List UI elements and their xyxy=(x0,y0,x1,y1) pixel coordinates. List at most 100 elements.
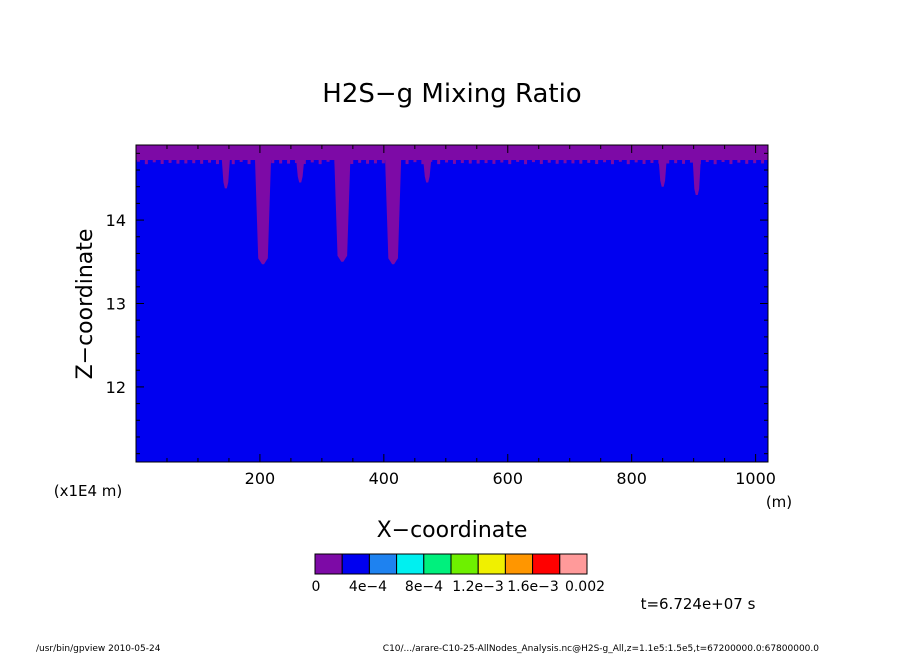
intrusion xyxy=(423,160,432,183)
band-edge xyxy=(524,160,528,165)
colorbar-swatch xyxy=(532,553,561,575)
band-edge xyxy=(208,160,212,163)
band-edge xyxy=(571,160,575,164)
band-edge xyxy=(539,160,543,165)
band-edge xyxy=(563,160,567,164)
colorbar-swatch xyxy=(314,553,343,575)
colorbar-label: 0.002 xyxy=(565,579,605,595)
x-axis-label: X−coordinate xyxy=(377,518,528,543)
band-edge xyxy=(287,160,291,164)
top-band xyxy=(136,145,768,161)
x-axis-ticks: 200 400 600 800 1000 xyxy=(166,145,776,488)
band-edge xyxy=(753,160,757,164)
band-edge xyxy=(279,160,283,164)
band-edge xyxy=(689,160,693,163)
intrusion xyxy=(221,160,230,189)
x-tick-label: 800 xyxy=(616,469,647,488)
band-edge xyxy=(176,160,180,164)
colorbar-swatch xyxy=(477,553,506,575)
band-edge xyxy=(721,160,725,163)
x-tick-label: 600 xyxy=(492,469,523,488)
band-edge xyxy=(271,160,275,164)
band-edge xyxy=(405,160,409,165)
band-edge xyxy=(200,160,204,164)
intrusion xyxy=(658,160,667,187)
x-axis-unit: (m) xyxy=(766,493,792,511)
band-edge xyxy=(350,160,354,165)
band-edge xyxy=(579,160,583,164)
band-edge xyxy=(603,160,607,163)
band-edge xyxy=(713,160,717,165)
band-edge xyxy=(460,160,464,164)
footer-left: /usr/bin/gpview 2010-05-24 xyxy=(36,644,161,654)
intrusion xyxy=(296,160,305,183)
band-edge xyxy=(705,160,709,162)
y-tick-label: 12 xyxy=(106,378,126,397)
band-edge xyxy=(666,160,670,164)
band-edge xyxy=(547,160,551,163)
band-edge xyxy=(366,160,370,164)
intrusion xyxy=(385,160,402,265)
y-tick-label: 13 xyxy=(106,295,126,314)
band-edge xyxy=(618,160,622,162)
band-edge xyxy=(136,160,140,162)
band-edge xyxy=(445,160,449,163)
band-edge xyxy=(634,160,638,163)
band-edge xyxy=(358,160,362,163)
band-edge xyxy=(215,160,219,165)
plot-background xyxy=(136,145,768,462)
band-edge xyxy=(595,160,599,165)
colorbar-swatch xyxy=(450,553,479,575)
band-edge xyxy=(437,160,441,165)
footer-right: C10/.../arare-C10-25-AllNodes_Analysis.n… xyxy=(383,644,819,654)
band-edge xyxy=(555,160,559,164)
band-edge xyxy=(310,160,314,163)
x-tick-label: 1000 xyxy=(735,469,776,488)
band-edge xyxy=(682,160,686,164)
colorbar: 0 4e−4 8e−4 1.2e−3 1.6e−3 0.002 xyxy=(312,553,605,595)
band-edge xyxy=(484,160,488,164)
plot-area: 200 400 600 800 1000 12 13 14 xyxy=(106,144,776,488)
band-edge xyxy=(531,160,535,163)
band-edge xyxy=(492,160,496,164)
band-edge xyxy=(476,160,480,164)
band-edge xyxy=(737,160,741,163)
colorbar-label: 8e−4 xyxy=(405,579,443,595)
band-edge xyxy=(421,160,425,165)
band-edge xyxy=(326,160,330,162)
band-edge xyxy=(674,160,678,164)
band-edge xyxy=(650,160,654,163)
band-edge xyxy=(500,160,504,163)
band-edge xyxy=(381,160,385,164)
band-edge xyxy=(231,160,235,165)
band-edge xyxy=(184,160,188,164)
band-edge xyxy=(413,160,417,163)
colorbar-swatch xyxy=(368,553,398,575)
colorbar-label: 4e−4 xyxy=(349,579,387,595)
band-edge xyxy=(302,160,306,164)
band-edge xyxy=(745,160,749,164)
y-tick-label: 14 xyxy=(106,211,126,230)
band-edge xyxy=(508,160,512,165)
band-edge xyxy=(373,160,377,164)
band-edge xyxy=(168,160,172,163)
band-edge xyxy=(160,160,164,165)
band-edge xyxy=(729,160,733,165)
band-edge xyxy=(761,160,765,164)
band-edge xyxy=(247,160,251,165)
colorbar-swatch xyxy=(396,553,425,575)
band-edge xyxy=(610,160,614,165)
colorbar-label: 0 xyxy=(312,579,321,595)
band-edge xyxy=(152,160,156,163)
time-annotation: t=6.724e+07 s xyxy=(641,595,756,613)
band-edge xyxy=(192,160,196,164)
band-edge xyxy=(468,160,472,164)
contour-field xyxy=(136,145,768,265)
colorbar-label: 1.2e−3 xyxy=(452,579,504,595)
y-axis-label: Z−coordinate xyxy=(73,229,98,380)
band-edge xyxy=(626,160,630,165)
intrusion xyxy=(334,160,351,262)
intrusion xyxy=(255,160,272,265)
colorbar-swatch xyxy=(423,553,452,575)
y-axis-ticks: 12 13 14 xyxy=(106,152,768,455)
